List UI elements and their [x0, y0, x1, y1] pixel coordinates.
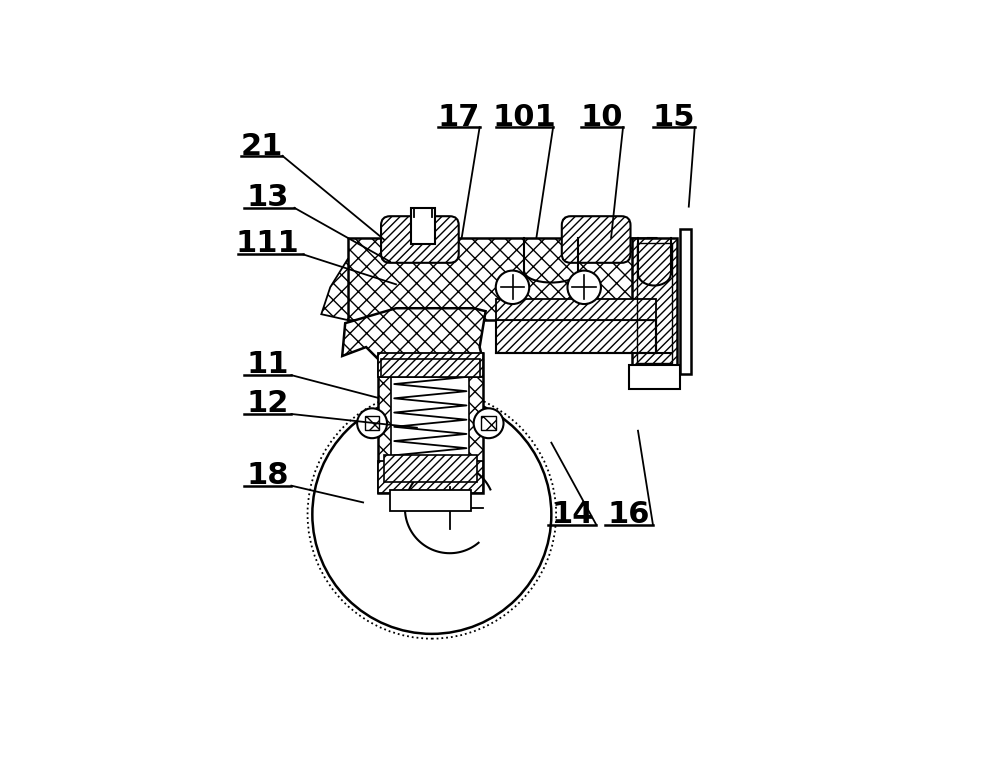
Text: 12: 12 — [246, 390, 289, 418]
FancyBboxPatch shape — [381, 217, 459, 263]
Circle shape — [567, 271, 601, 304]
Bar — [390, 490, 471, 511]
Bar — [496, 300, 656, 320]
Circle shape — [474, 408, 504, 438]
Text: 21: 21 — [240, 133, 283, 161]
Text: 17: 17 — [438, 102, 480, 131]
Bar — [481, 416, 496, 431]
Bar — [411, 208, 435, 244]
Bar — [378, 353, 483, 494]
Text: 13: 13 — [246, 183, 289, 212]
Bar — [391, 371, 469, 476]
Text: 111: 111 — [236, 229, 299, 258]
Bar — [637, 242, 672, 363]
Polygon shape — [321, 258, 348, 320]
Text: 15: 15 — [653, 102, 695, 131]
FancyBboxPatch shape — [562, 217, 631, 263]
Text: 101: 101 — [493, 102, 556, 131]
Polygon shape — [381, 359, 480, 377]
Bar — [629, 365, 680, 389]
Text: 10: 10 — [581, 102, 623, 131]
Bar — [632, 237, 677, 368]
Bar — [348, 237, 656, 320]
Text: 14: 14 — [551, 500, 594, 529]
Circle shape — [496, 271, 529, 304]
Bar — [365, 416, 379, 431]
Text: 16: 16 — [608, 500, 650, 529]
Bar — [680, 229, 691, 374]
Polygon shape — [384, 455, 477, 481]
Circle shape — [357, 408, 387, 438]
Circle shape — [312, 395, 551, 634]
Polygon shape — [342, 308, 486, 359]
Bar — [378, 353, 483, 377]
Bar — [378, 461, 483, 494]
Bar — [496, 320, 656, 353]
Text: 18: 18 — [246, 461, 289, 490]
Text: 11: 11 — [246, 351, 289, 379]
